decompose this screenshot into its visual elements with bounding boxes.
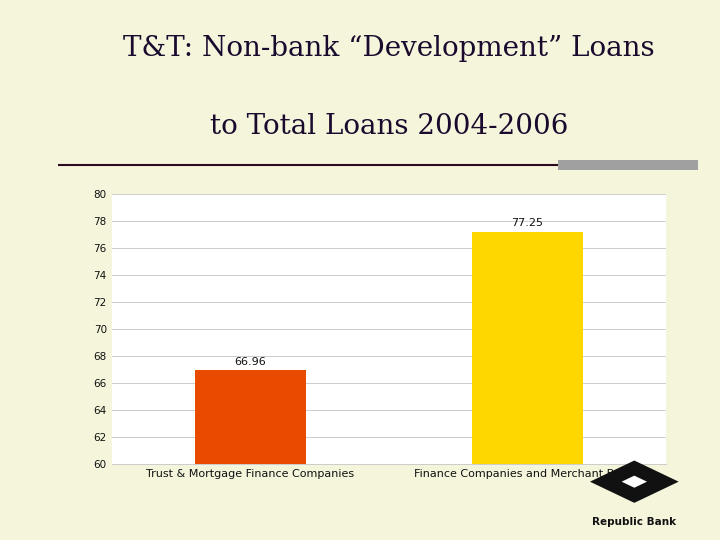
- Bar: [558, 160, 698, 170]
- Bar: [194, 370, 305, 464]
- Polygon shape: [621, 476, 647, 488]
- Text: 77.25: 77.25: [511, 218, 544, 228]
- Text: T&T: Non-bank “Development” Loans: T&T: Non-bank “Development” Loans: [123, 35, 654, 62]
- Polygon shape: [590, 461, 679, 503]
- Bar: [472, 232, 583, 464]
- Text: 66.96: 66.96: [234, 357, 266, 367]
- Text: Republic Bank: Republic Bank: [593, 517, 676, 527]
- Text: to Total Loans 2004-2006: to Total Loans 2004-2006: [210, 113, 568, 140]
